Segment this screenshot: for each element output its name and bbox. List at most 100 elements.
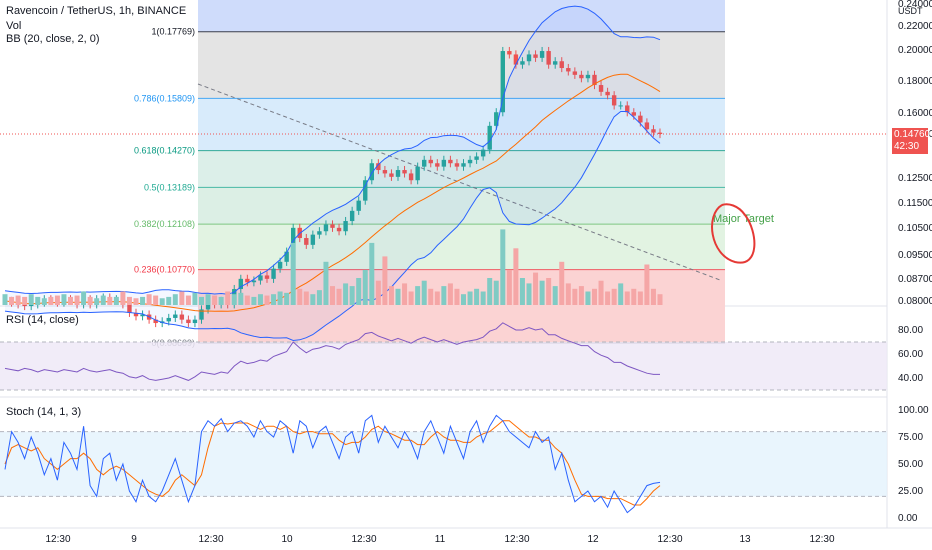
- time-axis-tick: 9: [131, 534, 137, 545]
- candle-body: [605, 91, 610, 96]
- volume-bar: [323, 261, 329, 305]
- time-axis-tick: 13: [739, 534, 751, 545]
- volume-bar: [41, 298, 47, 305]
- candle-body: [454, 163, 460, 167]
- stoch-axis-tick: 0.00: [898, 513, 918, 524]
- price-axis-tick: 0.10500: [898, 223, 932, 234]
- candle-body: [258, 275, 263, 281]
- fib-zone: [198, 31, 725, 99]
- last-price-tag: 0.14760 42:30: [892, 128, 930, 154]
- volume-bar: [533, 272, 539, 305]
- volume-bar: [303, 291, 309, 305]
- trend-line: [197, 83, 721, 281]
- price-axis-unit: USDT: [898, 6, 923, 16]
- fib-level-label: 0.5(0.13189): [144, 182, 195, 192]
- volume-bar: [565, 283, 571, 305]
- candle-body: [382, 170, 388, 174]
- volume-bar: [94, 298, 100, 305]
- candle-body: [140, 314, 145, 317]
- candle-body: [461, 163, 466, 167]
- volume-bar: [624, 291, 630, 305]
- volume-bar: [559, 261, 565, 305]
- stoch-k-line: [4, 414, 661, 514]
- candle-body: [349, 210, 355, 222]
- volume-bar: [487, 278, 493, 305]
- rsi-axis-tick: 60.00: [898, 349, 923, 360]
- volume-bar: [526, 283, 532, 305]
- fib-level-label: 0.618(0.14270): [134, 146, 195, 156]
- candle-body: [376, 163, 381, 171]
- time-axis-tick: 12:30: [657, 534, 682, 545]
- volume-bar: [192, 292, 198, 305]
- volume-bar: [415, 286, 421, 305]
- volume-bar: [310, 294, 316, 305]
- volume-bar: [113, 296, 119, 305]
- price-axis-tick: 0.20000: [898, 45, 932, 56]
- volume-bar: [382, 256, 388, 305]
- fib-level-label: 0.786(0.15809): [134, 93, 195, 103]
- candle-body: [592, 74, 597, 86]
- volume-bar: [107, 296, 113, 305]
- candle-body: [402, 170, 407, 174]
- price-axis-tick: 0.08700: [898, 274, 932, 285]
- volume-bar: [408, 291, 414, 305]
- volume-bar: [552, 286, 558, 305]
- rsi-line: [4, 322, 660, 381]
- candle-body: [572, 71, 578, 75]
- volume-bar: [81, 291, 87, 305]
- time-axis-tick: 11: [435, 534, 446, 545]
- volume-bar: [100, 295, 106, 305]
- volume-bar: [284, 292, 290, 305]
- candle-body: [579, 74, 584, 79]
- fib-zone: [198, 0, 725, 32]
- volume-bar: [650, 288, 656, 305]
- rsi-indicator-label[interactable]: RSI (14, close): [6, 314, 79, 326]
- volume-bar: [290, 242, 296, 305]
- rsi-axis-tick: 80.00: [898, 325, 923, 336]
- price-axis-tick: 0.24000: [898, 0, 932, 10]
- candle-body: [317, 231, 322, 235]
- candle-body: [22, 304, 27, 307]
- volume-bar: [441, 286, 447, 305]
- candle-body: [539, 51, 545, 58]
- candle-body: [526, 54, 532, 62]
- candle-body: [369, 163, 374, 181]
- candle-body: [520, 61, 525, 65]
- time-axis-tick: 12:30: [809, 534, 834, 545]
- time-axis-tick: 12:30: [351, 534, 376, 545]
- candle-body: [389, 173, 394, 177]
- rsi-axis-tick: 40.00: [898, 373, 923, 384]
- volume-bar: [225, 291, 231, 305]
- candle-body: [625, 105, 630, 113]
- candle-body: [566, 68, 571, 72]
- stoch-indicator-label[interactable]: Stoch (14, 1, 3): [6, 406, 82, 418]
- bollinger-bands-label[interactable]: BB (20, close, 2, 0): [6, 33, 100, 45]
- stoch-band: [0, 431, 887, 497]
- price-axis-tick: 0.16000: [898, 108, 932, 119]
- volume-bar: [15, 295, 21, 305]
- time-axis-tick: 12:30: [45, 534, 70, 545]
- volume-bar: [519, 278, 525, 305]
- volume-bar: [611, 288, 617, 305]
- candle-body: [500, 51, 505, 113]
- volume-bar: [179, 291, 185, 305]
- volume-bar: [120, 291, 126, 305]
- volume-bar: [356, 278, 362, 305]
- fib-zone: [198, 224, 725, 270]
- candle-body: [271, 268, 276, 279]
- volume-bar: [172, 294, 178, 305]
- candle-body: [323, 224, 329, 232]
- volume-bar: [395, 288, 401, 305]
- candle-body: [330, 224, 335, 228]
- stoch-d-line: [4, 420, 661, 506]
- volume-bar: [454, 288, 460, 305]
- candle-body: [186, 319, 191, 324]
- fib-level-label: 1(0.17769): [151, 27, 195, 37]
- candle-body: [408, 173, 414, 181]
- candle-body: [657, 132, 663, 134]
- candle-body: [153, 319, 158, 324]
- volume-bar: [428, 288, 434, 305]
- volume-indicator-label[interactable]: Vol: [6, 20, 22, 32]
- candle-body: [494, 112, 499, 126]
